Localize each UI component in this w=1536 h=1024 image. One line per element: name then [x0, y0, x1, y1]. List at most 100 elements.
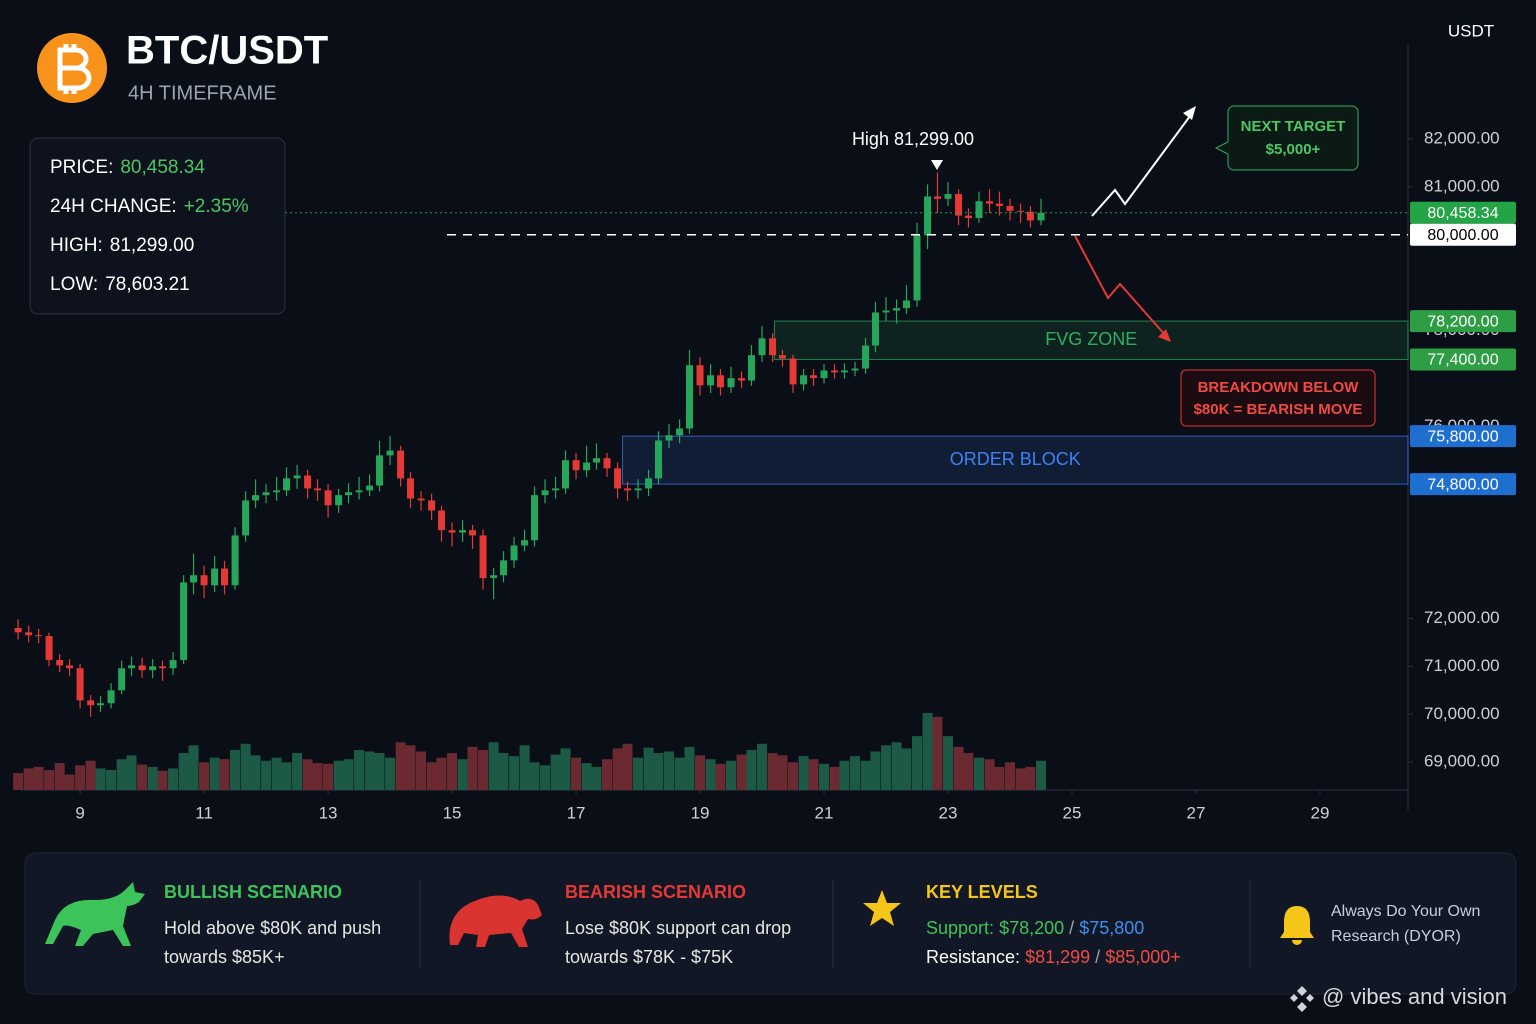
- x-tick-label: 27: [1187, 803, 1206, 822]
- volume-bar: [178, 753, 189, 790]
- candle-body: [820, 370, 828, 379]
- candle-body: [562, 460, 570, 489]
- x-tick-label: 23: [939, 803, 958, 822]
- candle-body: [211, 568, 219, 586]
- candle-body: [366, 485, 374, 491]
- volume-bar: [343, 759, 354, 790]
- candle-body: [964, 215, 972, 218]
- volume-bar: [994, 766, 1005, 790]
- volume-bar: [323, 763, 334, 790]
- volume-bar: [457, 759, 468, 790]
- volume-bar: [261, 760, 272, 790]
- x-tick-label: 15: [443, 803, 462, 822]
- stat: 24H CHANGE: +2.35%: [50, 196, 249, 217]
- y-tick-label: 81,000.00: [1424, 176, 1500, 195]
- chart-layer: 9 11 13 15 17 19 21 23 25 27 29 69,000.00 70,000.00 7…: [13, 45, 1516, 822]
- volume-bar: [13, 773, 24, 790]
- candle-body: [459, 530, 467, 533]
- zone-label: FVG ZONE: [1045, 329, 1137, 349]
- volume-bar: [436, 757, 447, 790]
- candle-body: [252, 495, 260, 501]
- candle-body: [851, 368, 859, 371]
- resistance-label: Resistance:: [926, 947, 1020, 967]
- candle-body: [789, 358, 797, 385]
- volume-bar: [974, 757, 985, 790]
- candle-body: [448, 530, 456, 533]
- candle-body: [862, 345, 870, 369]
- candle-body: [603, 458, 611, 469]
- candle-body: [1037, 212, 1045, 221]
- candle-body: [128, 665, 136, 669]
- volume-bar: [529, 762, 540, 790]
- stats: PRICE: 80,458.34 24H CHANGE: +2.35% HIGH: 81,…: [50, 157, 249, 295]
- level-label: 75,800.00: [1427, 428, 1498, 445]
- candle-body: [696, 365, 704, 386]
- candle-body: [747, 355, 755, 381]
- candle-body: [386, 450, 394, 456]
- volume-bar: [550, 754, 561, 790]
- x-tick-label: 21: [815, 803, 834, 822]
- volume-bar: [581, 763, 592, 790]
- volume-bar: [715, 763, 726, 790]
- zone: [773, 320, 1409, 360]
- volume-bar: [467, 746, 478, 790]
- level-box: [1410, 348, 1516, 371]
- volume-bar: [653, 753, 664, 790]
- candle-body: [87, 700, 95, 706]
- candle-body: [510, 545, 518, 561]
- candle-body: [242, 500, 250, 536]
- volume-bar: [147, 766, 158, 790]
- volume-bar: [478, 749, 489, 790]
- candle-body: [200, 575, 208, 586]
- volume-bar: [188, 745, 199, 790]
- volume-bar: [932, 716, 943, 790]
- volume-bar: [891, 742, 902, 790]
- volume-bar: [54, 763, 65, 790]
- candle-body: [995, 203, 1003, 207]
- candle-body: [490, 575, 498, 579]
- candle-body: [614, 468, 622, 489]
- level-box: [1410, 201, 1516, 224]
- candle-body: [231, 535, 239, 586]
- breakdown-text: BREAKDOWN BELOW: [1198, 379, 1360, 396]
- support-label: Support:: [926, 918, 994, 938]
- volume-bar: [757, 743, 768, 790]
- volume-bar: [860, 760, 871, 790]
- stat-label: PRICE:: [50, 157, 113, 178]
- volume-bar: [509, 756, 520, 790]
- breakdown-text: $80K = BEARISH MOVE: [1194, 401, 1363, 418]
- candle-body: [14, 627, 22, 633]
- candle-body: [56, 660, 64, 666]
- candle-body: [800, 375, 808, 385]
- volume-bar: [788, 762, 799, 790]
- volume-bar: [726, 760, 737, 790]
- volume-bar: [746, 749, 757, 790]
- candle-body: [355, 490, 363, 493]
- title: BTC/USDT: [126, 29, 328, 73]
- x-tick-label: 11: [195, 803, 213, 822]
- stat-label: LOW:: [50, 274, 98, 295]
- volume-bar: [312, 763, 323, 790]
- candle-body: [707, 375, 715, 386]
- candle-body: [345, 492, 353, 496]
- volume-bar: [798, 756, 809, 790]
- candle-body: [97, 703, 105, 706]
- level-label: 74,800.00: [1427, 476, 1498, 493]
- candle-body: [913, 235, 921, 301]
- btc-logo-mark: [57, 44, 92, 94]
- stat: HIGH: 81,299.00: [50, 235, 194, 256]
- scenario-text: towards $78K - $75K: [565, 947, 733, 967]
- y-tick-label: 69,000.00: [1424, 752, 1500, 771]
- candle-body: [727, 378, 735, 388]
- stat-value: +2.35%: [184, 196, 249, 217]
- level-box: [1410, 473, 1516, 496]
- volume-bar: [23, 768, 34, 790]
- volume-bar: [602, 759, 613, 790]
- resistance-value: $85,000+: [1105, 947, 1181, 967]
- volume-bar: [705, 759, 716, 790]
- volume-bar: [240, 743, 251, 790]
- resistance-value: $81,299: [1025, 947, 1090, 967]
- candle-body: [944, 194, 952, 199]
- volume-bar: [540, 765, 551, 790]
- candle-body: [293, 475, 301, 479]
